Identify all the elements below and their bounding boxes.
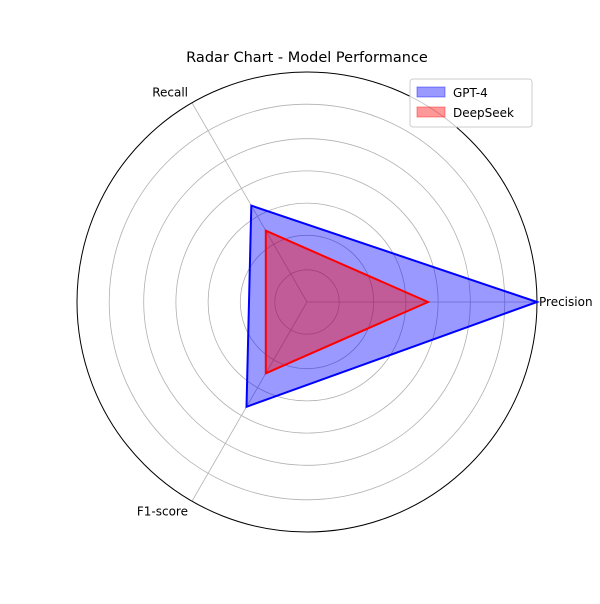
legend-swatch-2 xyxy=(416,106,446,118)
legend-label-2: DeepSeek xyxy=(453,106,514,120)
series-outline-2 xyxy=(264,229,431,375)
legend-swatch-1 xyxy=(416,86,446,98)
legend: GPT-4 DeepSeek xyxy=(409,78,533,128)
series-area-1 xyxy=(246,205,537,407)
axis-label-f1-score: F1-score xyxy=(137,505,188,519)
axis-label-recall: Recall xyxy=(152,85,188,99)
legend-frame xyxy=(409,78,533,128)
chart-title: Radar Chart - Model Performance xyxy=(186,50,428,66)
series-area-2 xyxy=(265,230,429,374)
radar-series xyxy=(245,204,541,409)
series-outline-1 xyxy=(245,204,541,409)
radar-grid xyxy=(76,71,538,533)
grid-spoke-3 xyxy=(191,301,308,502)
legend-label-1: GPT-4 xyxy=(453,86,488,100)
axis-label-precision: Precision xyxy=(539,295,593,309)
grid-spoke-2 xyxy=(191,102,308,303)
axis-labels: Precision Recall F1-score xyxy=(137,85,593,518)
